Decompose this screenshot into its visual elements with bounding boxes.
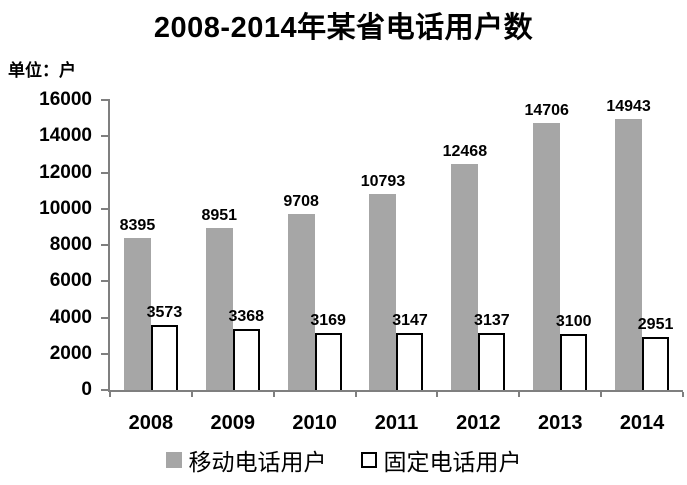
y-tick-mark [101,171,110,174]
bar-mobile-2014 [615,119,643,390]
legend-item-0: 移动电话用户 [165,443,327,477]
category-group-2011: 10793 3147 [356,100,438,390]
x-axis-label-2014: 2014 [619,412,665,434]
bar-fixed-2009 [232,328,260,390]
y-tick-mark [101,280,110,283]
y-tick-mark [101,389,110,391]
y-tick-label: 14000 [39,125,92,147]
y-tick-label: 0 [81,379,92,400]
legend: 移动电话用户 固定电话用户 [0,443,687,477]
y-tick-label: 12000 [39,161,92,183]
x-axis-label-2009: 2009 [210,412,256,434]
data-label-mobile-2011: 10793 [360,173,406,191]
unit-label: 单位：户 [8,61,76,80]
legend-swatch-1 [360,452,377,468]
bar-fixed-2013 [560,333,588,390]
data-label-mobile-2009: 8951 [201,206,238,224]
x-tick-mark [109,392,111,397]
y-tick-label: 4000 [49,306,92,328]
x-axis-label-2012: 2012 [456,412,501,434]
bar-mobile-2008 [123,237,151,390]
x-axis-label-2011: 2011 [374,412,419,434]
x-axis-label-2013: 2013 [537,412,583,434]
bar-fixed-2008 [150,325,178,390]
data-label-fixed-2008: 3573 [146,304,183,322]
bar-mobile-2009 [205,227,233,390]
x-tick-mark [682,392,684,397]
legend-label-0: 移动电话用户 [188,449,327,475]
category-group-2012: 12468 3137 [437,100,519,390]
y-tick-label: 16000 [39,89,92,110]
x-tick-mark [354,392,357,397]
data-label-mobile-2013: 14706 [524,102,569,120]
data-label-fixed-2013: 3100 [555,312,592,330]
x-tick-mark [518,392,521,397]
y-tick-mark [101,316,110,319]
data-label-fixed-2011: 3147 [392,311,428,329]
legend-label-1: 固定电话用户 [383,449,522,475]
y-tick-label: 2000 [49,342,92,364]
x-tick-mark [600,392,603,397]
y-tick-mark [101,207,110,210]
bar-mobile-2012 [451,164,479,390]
x-tick-mark [272,392,275,397]
bar-fixed-2010 [314,332,342,390]
data-label-fixed-2014: 2951 [637,315,674,333]
data-label-mobile-2014: 14943 [606,98,651,116]
chart-title: 2008-2014年某省电话用户数 [153,12,534,44]
x-axis-label-2008: 2008 [128,412,174,434]
x-axis-label-2010: 2010 [292,412,337,434]
bar-mobile-2010 [287,214,315,390]
y-tick-mark [101,244,110,246]
category-group-2014: 14943 2951 [601,98,683,390]
x-tick-mark [436,392,439,397]
legend-swatch-0 [165,452,182,468]
bar-fixed-2011 [396,332,424,390]
data-label-mobile-2010: 9708 [283,193,319,211]
y-tick-mark [101,135,110,138]
category-group-2008: 8395 3573 [110,100,192,390]
y-tick-label: 8000 [49,234,92,255]
legend-item-1: 固定电话用户 [360,443,522,477]
category-group-2009: 8951 3368 [192,100,274,390]
y-tick-mark [101,99,110,101]
y-tick-label: 10000 [39,197,92,219]
plot-area: 8395 3573 8951 3368 9708 3169 10793 3147 12468 31… [108,98,683,392]
data-label-fixed-2012: 3137 [474,312,510,330]
data-label-mobile-2012: 12468 [442,143,488,161]
bar-mobile-2013 [533,123,561,390]
data-label-fixed-2010: 3169 [310,311,346,329]
x-tick-mark [190,392,193,397]
bar-mobile-2011 [369,194,397,390]
data-label-mobile-2008: 8395 [119,216,156,234]
category-group-2013: 14706 3100 [519,100,601,390]
bar-fixed-2014 [642,336,670,390]
data-label-fixed-2009: 3368 [228,307,265,325]
y-tick-label: 6000 [49,270,92,292]
category-group-2010: 9708 3169 [274,100,356,390]
y-tick-mark [101,352,110,355]
bar-fixed-2012 [478,333,506,390]
